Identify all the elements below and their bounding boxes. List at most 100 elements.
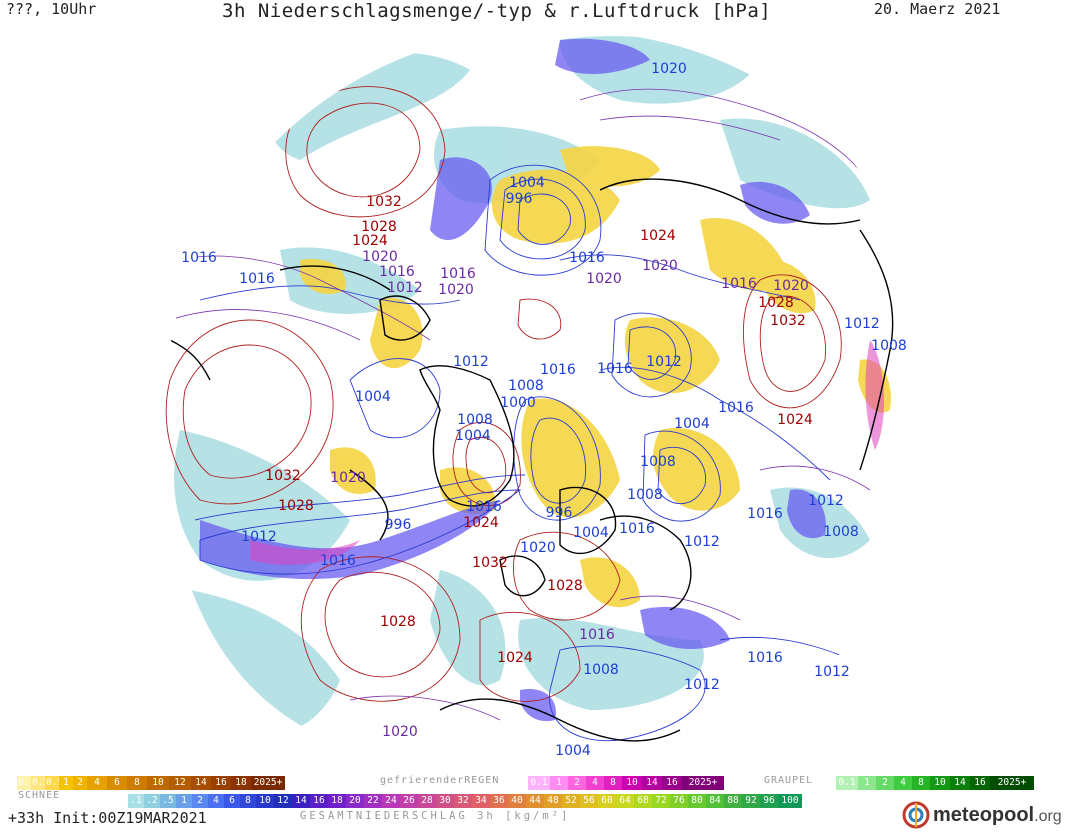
legend-cell: 4 xyxy=(894,776,912,790)
isobar-label: 1016 xyxy=(320,553,356,569)
legend-cell: .2 xyxy=(144,794,160,808)
isobar-label: 1016 xyxy=(718,400,754,416)
init-time: +33h Init:00Z19MAR2021 xyxy=(8,809,207,827)
legend-cell: 0.1 xyxy=(836,776,858,790)
legend-cell: 44 xyxy=(526,794,544,808)
isobar-label: 1012 xyxy=(646,354,682,370)
isobar-label: 1024 xyxy=(777,412,813,428)
isobar-label: 1008 xyxy=(871,338,907,354)
legend-cell: 6 xyxy=(107,776,127,790)
legend-cell: 10 xyxy=(622,776,642,790)
isobar-label: 1012 xyxy=(814,664,850,680)
isobar-label: 1028 xyxy=(361,219,397,235)
isobar-label: 1016 xyxy=(747,506,783,522)
legend-cell: 34 xyxy=(472,794,490,808)
isobar-label: 1008 xyxy=(823,524,859,540)
legend-cell: 68 xyxy=(634,794,652,808)
isobar-label: 1016 xyxy=(181,250,217,266)
coastlines xyxy=(169,178,894,742)
isobar-label: 1024 xyxy=(352,233,388,249)
legend-cell: 56 xyxy=(580,794,598,808)
isobars-mid xyxy=(169,88,881,721)
legend-cell: 84 xyxy=(706,794,724,808)
legend-cell: 0.1 xyxy=(17,776,36,790)
map-content xyxy=(165,36,901,742)
isobar-label: 996 xyxy=(506,191,533,207)
legend-cell: 2 xyxy=(568,776,586,790)
legend-cell: .5 xyxy=(160,794,176,808)
isobar-label: 1020 xyxy=(362,249,398,265)
legend-cell: 8 xyxy=(604,776,622,790)
isobar-label: 1008 xyxy=(457,412,493,428)
isobar-label: 1008 xyxy=(627,487,663,503)
legend-cell: 96 xyxy=(760,794,778,808)
isobar-label: 1016 xyxy=(466,499,502,515)
meteopool-logo-icon xyxy=(902,801,930,829)
isobar-label: 1032 xyxy=(472,555,508,571)
isobar-label: 1016 xyxy=(597,361,633,377)
brand-tld: .org xyxy=(1034,807,1062,825)
legend-cell: 40 xyxy=(508,794,526,808)
rain-areas xyxy=(300,146,891,608)
isobar-label: 996 xyxy=(385,517,412,533)
legend-cell: 2 xyxy=(192,794,208,808)
legend-cell: 60 xyxy=(598,794,616,808)
graupel-label: GRAUPEL xyxy=(764,775,814,786)
isobar-label: 1012 xyxy=(844,316,880,332)
legend-cell: 30 xyxy=(436,794,454,808)
legend-cell: 24 xyxy=(382,794,400,808)
legend-cell: 0.1 xyxy=(528,776,550,790)
freezing-rain-label: gefrierenderREGEN xyxy=(380,775,500,786)
rain-legend: 0.1 0.2 0.5 1 2 4 6 8 10 12 14 16 18 2025+ xyxy=(17,776,285,790)
legend-cell: 4 xyxy=(208,794,224,808)
legend-cell: 2 xyxy=(73,776,87,790)
isobar-label: 1004 xyxy=(674,416,710,432)
isobar-label: 1004 xyxy=(573,525,609,541)
legend-cell: 52 xyxy=(562,794,580,808)
legend-cell: 28 xyxy=(418,794,436,808)
snow-legend: .1.2.5 1 2 4 6 8 10 12 14 16 18 20 22 24 26 28 30 32 34 36 4… xyxy=(128,794,802,808)
isobar-label: 1016 xyxy=(569,250,605,266)
legend-cell: 1 xyxy=(550,776,568,790)
legend-cell: 100 xyxy=(778,794,802,808)
legend-cell: 8 xyxy=(240,794,256,808)
isobar-label: 1020 xyxy=(773,278,809,294)
legend-cell: 22 xyxy=(364,794,382,808)
isobar-label: 1008 xyxy=(640,454,676,470)
legend-cell: 4 xyxy=(87,776,107,790)
forecast-day-label: ???, 10Uhr xyxy=(6,0,97,18)
isobar-label: 1016 xyxy=(579,627,615,643)
isobar-label: 1024 xyxy=(463,515,499,531)
legend-cell: 14 xyxy=(292,794,310,808)
legend-cell: 2 xyxy=(876,776,894,790)
brand-name-text: meteopool xyxy=(933,803,1035,826)
isobar-label: 1016 xyxy=(440,266,476,282)
legend-cell: 14 xyxy=(191,776,211,790)
legend-cell: 1 xyxy=(858,776,876,790)
legend-cell: 64 xyxy=(616,794,634,808)
legend-cell: 16 xyxy=(970,776,990,790)
isobar-label: 1004 xyxy=(355,389,391,405)
legend-cell: 20 xyxy=(346,794,364,808)
legend-cell: 4 xyxy=(586,776,604,790)
isobar-label: 1016 xyxy=(747,650,783,666)
isobar-label: 1024 xyxy=(640,228,676,244)
isobar-label: 1012 xyxy=(684,677,720,693)
isobar-label: 1008 xyxy=(508,378,544,394)
legend-cell: 14 xyxy=(642,776,662,790)
legend-cell: 36 xyxy=(490,794,508,808)
snow-highlights xyxy=(250,340,885,565)
legend-cell: 8 xyxy=(127,776,147,790)
isobar-label: 1032 xyxy=(366,194,402,210)
isobar-label: 1012 xyxy=(808,493,844,509)
legend-cell: 18 xyxy=(328,794,346,808)
legend-cell: 88 xyxy=(724,794,742,808)
isobar-label: 1020 xyxy=(438,282,474,298)
brand[interactable]: meteopool.org xyxy=(902,801,1062,829)
brand-name: meteopool.org xyxy=(933,804,1062,827)
legend-cell: 2025+ xyxy=(990,776,1034,790)
isobar-label: 1008 xyxy=(583,662,619,678)
legend-cell: 48 xyxy=(544,794,562,808)
legend-cell: 8 xyxy=(912,776,930,790)
